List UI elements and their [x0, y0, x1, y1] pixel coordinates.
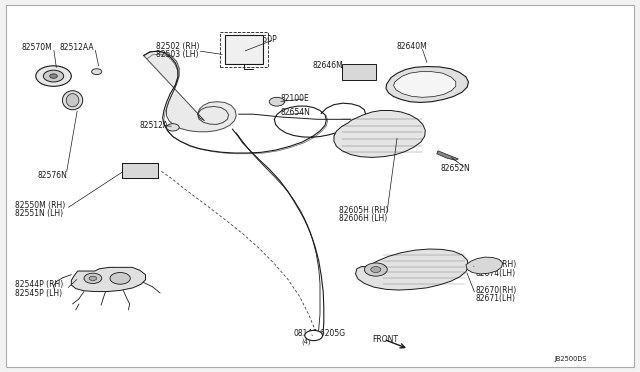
Circle shape: [89, 276, 97, 280]
Circle shape: [110, 272, 131, 284]
Polygon shape: [122, 163, 158, 178]
Text: 82544P (RH): 82544P (RH): [15, 280, 64, 289]
Text: 82670(RH): 82670(RH): [476, 286, 516, 295]
Text: 82674(LH): 82674(LH): [476, 269, 516, 278]
Circle shape: [44, 70, 64, 82]
Text: 82646M: 82646M: [312, 61, 343, 70]
Circle shape: [364, 263, 387, 276]
Text: 82100E: 82100E: [281, 94, 309, 103]
Text: 82652N: 82652N: [440, 164, 470, 173]
Text: FRONT: FRONT: [372, 336, 398, 344]
Polygon shape: [71, 267, 145, 292]
Polygon shape: [466, 257, 502, 274]
Circle shape: [36, 66, 71, 86]
Circle shape: [269, 97, 284, 106]
Text: JB2500DS: JB2500DS: [555, 356, 588, 362]
Circle shape: [166, 124, 179, 131]
Text: 08146-6205G: 08146-6205G: [293, 329, 346, 338]
Polygon shape: [143, 51, 236, 132]
Polygon shape: [386, 67, 468, 102]
Text: B: B: [311, 333, 316, 338]
Text: 82512AA: 82512AA: [60, 43, 95, 52]
FancyBboxPatch shape: [225, 35, 263, 64]
Text: 82545P (LH): 82545P (LH): [15, 289, 63, 298]
Text: 82550M (RH): 82550M (RH): [15, 201, 66, 209]
FancyBboxPatch shape: [6, 4, 634, 368]
Circle shape: [92, 69, 102, 75]
Text: 82654N: 82654N: [281, 108, 310, 117]
Text: 82673(RH): 82673(RH): [476, 260, 516, 269]
Text: (4): (4): [301, 339, 310, 345]
Circle shape: [84, 273, 102, 283]
Text: 82512A: 82512A: [139, 121, 168, 130]
Text: 82502 (RH): 82502 (RH): [156, 42, 200, 51]
Circle shape: [50, 74, 58, 78]
Polygon shape: [334, 110, 426, 157]
Text: 82050P: 82050P: [249, 35, 278, 44]
Text: 82570M: 82570M: [22, 43, 52, 52]
Text: 82605H (RH): 82605H (RH): [339, 206, 388, 215]
Ellipse shape: [63, 91, 83, 110]
Polygon shape: [394, 72, 456, 97]
Text: 82606H (LH): 82606H (LH): [339, 215, 387, 224]
Ellipse shape: [66, 94, 79, 107]
Polygon shape: [436, 151, 458, 160]
Text: 82576N: 82576N: [38, 170, 68, 180]
FancyBboxPatch shape: [342, 64, 376, 80]
Circle shape: [371, 267, 381, 272]
Text: 82551N (LH): 82551N (LH): [15, 209, 63, 218]
Polygon shape: [356, 249, 468, 290]
Circle shape: [305, 330, 323, 341]
Text: 82640M: 82640M: [396, 42, 427, 51]
Text: 82671(LH): 82671(LH): [476, 294, 515, 303]
Text: 82503 (LH): 82503 (LH): [156, 50, 199, 59]
